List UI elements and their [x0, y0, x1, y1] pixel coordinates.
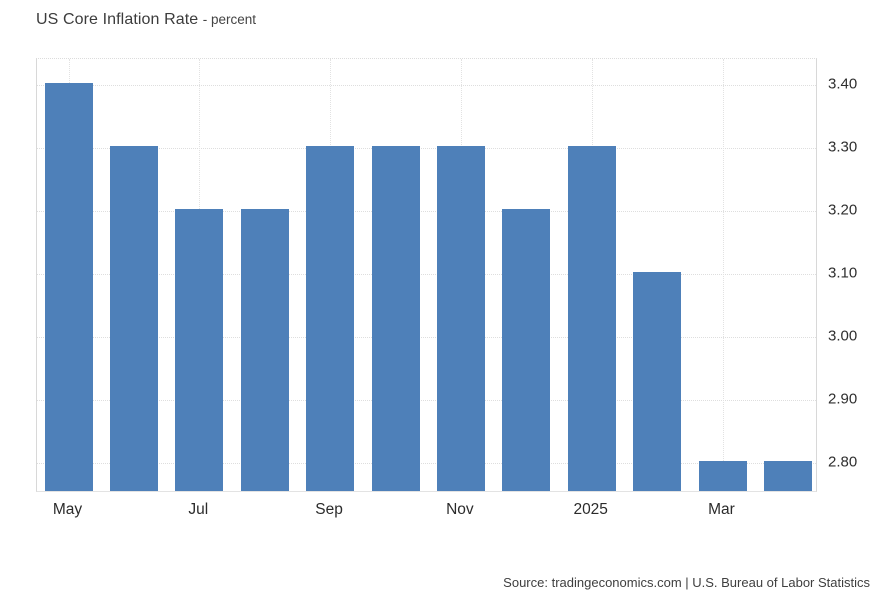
gridline-horizontal — [37, 84, 816, 86]
y-tick-label: 2.80 — [828, 453, 858, 471]
bar-may[interactable] — [44, 82, 93, 491]
x-tick-label: Jul — [188, 501, 209, 518]
x-tick-label: 2025 — [573, 501, 608, 518]
chart-units-label: - percent — [202, 12, 257, 27]
bar-oct[interactable] — [371, 145, 420, 491]
bar-jun[interactable] — [109, 145, 158, 491]
chart-title: US Core Inflation Rate - percent — [36, 11, 256, 29]
gridline-horizontal — [37, 337, 816, 339]
y-tick-label: 2.90 — [828, 390, 858, 408]
gridline-vertical — [722, 59, 724, 491]
gridline-horizontal — [37, 400, 816, 402]
gridline-horizontal — [37, 147, 816, 149]
source-credit: Source: tradingeconomics.com | U.S. Bure… — [503, 575, 870, 590]
x-tick-label: Nov — [446, 501, 474, 518]
bar-nov[interactable] — [436, 145, 485, 491]
bar-jul[interactable] — [175, 209, 224, 491]
y-tick-label: 3.10 — [828, 264, 858, 282]
bar-dec[interactable] — [502, 209, 551, 491]
gridline-horizontal — [37, 463, 816, 465]
gridline-horizontal — [37, 211, 816, 212]
x-tick-label: May — [52, 501, 83, 518]
plot-area — [36, 58, 817, 492]
chart-title-text: US Core Inflation Rate — [36, 11, 199, 28]
y-tick-label: 3.40 — [828, 75, 858, 93]
bar-mar[interactable] — [698, 461, 747, 491]
bar-jan-2025[interactable] — [567, 145, 616, 491]
bar-aug[interactable] — [240, 209, 289, 491]
bar-feb[interactable] — [633, 272, 682, 491]
bar-apr[interactable] — [763, 461, 812, 491]
gridline-horizontal — [37, 274, 816, 276]
y-tick-label: 3.20 — [828, 201, 858, 219]
y-tick-label: 3.00 — [828, 327, 858, 345]
x-tick-label: Sep — [315, 501, 343, 518]
bar-sep[interactable] — [306, 145, 355, 491]
y-tick-label: 3.30 — [828, 138, 858, 156]
x-tick-label: Mar — [708, 501, 735, 518]
